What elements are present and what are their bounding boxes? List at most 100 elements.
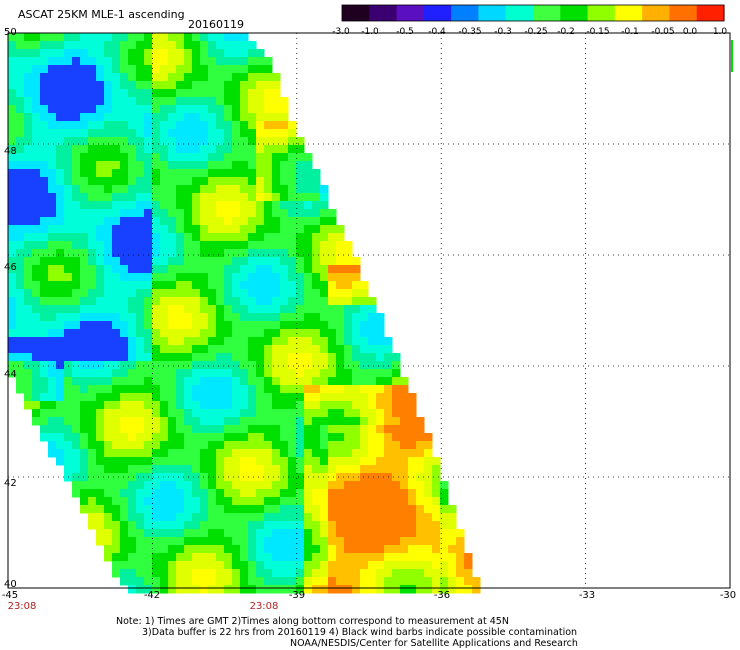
swath-cell <box>376 433 385 442</box>
swath-cell <box>240 473 249 482</box>
swath-cell <box>384 489 393 498</box>
swath-cell <box>352 305 361 314</box>
swath-cell <box>336 297 345 306</box>
swath-cell <box>64 33 73 42</box>
swath-cell <box>288 569 297 578</box>
swath-cell <box>168 529 177 538</box>
swath-cell <box>184 489 193 498</box>
swath-cell <box>144 305 153 314</box>
swath-cell <box>216 257 225 266</box>
swath-cell <box>232 361 241 370</box>
swath-cell <box>40 233 49 242</box>
swath-cell <box>8 225 17 234</box>
swath-cell <box>32 153 41 162</box>
swath-cell <box>256 553 265 562</box>
swath-cell <box>160 577 169 586</box>
swath-cell <box>256 225 265 234</box>
swath-cell <box>376 441 385 450</box>
swath-cell <box>272 497 281 506</box>
swath-cell <box>344 489 353 498</box>
swath-cell <box>376 497 385 506</box>
swath-cell <box>88 425 97 434</box>
swath-cell <box>40 385 49 394</box>
swath-cell <box>88 481 97 490</box>
swath-cell <box>120 289 129 298</box>
swath-cell <box>104 201 113 210</box>
swath-cell <box>208 481 217 490</box>
swath-cell <box>360 577 369 586</box>
swath-cell <box>56 281 65 290</box>
swath-cell <box>392 385 401 394</box>
swath-cell <box>328 481 337 490</box>
swath-cell <box>16 65 25 74</box>
colorbar-label: -0.5 <box>396 27 414 37</box>
swath-cell <box>80 49 89 58</box>
swath-cell <box>40 193 49 202</box>
swath-cell <box>328 489 337 498</box>
swath-cell <box>272 185 281 194</box>
swath-cell <box>304 529 313 538</box>
swath-cell <box>120 49 129 58</box>
swath-cell <box>64 153 73 162</box>
swath-cell <box>384 513 393 522</box>
swath-cell <box>48 129 57 138</box>
swath-cell <box>48 361 57 370</box>
swath-cell <box>16 169 25 178</box>
swath-cell <box>160 473 169 482</box>
swath-cell <box>240 345 249 354</box>
swath-cell <box>232 537 241 546</box>
swath-cell <box>136 361 145 370</box>
swath-cell <box>144 257 153 266</box>
swath-cell <box>432 497 441 506</box>
swath-cell <box>368 529 377 538</box>
swath-cell <box>416 457 425 466</box>
swath-cell <box>120 505 129 514</box>
swath-cell <box>192 241 201 250</box>
swath-cell <box>208 337 217 346</box>
swath-cell <box>88 57 97 66</box>
swath-cell <box>208 321 217 330</box>
swath-cell <box>104 113 113 122</box>
swath-cell <box>56 449 65 458</box>
swath-cell <box>440 497 449 506</box>
swath-cell <box>352 529 361 538</box>
swath-cell <box>16 57 25 66</box>
swath-cell <box>160 385 169 394</box>
swath-cell <box>400 481 409 490</box>
swath-cell <box>184 353 193 362</box>
swath-cell <box>328 321 337 330</box>
swath-cell <box>80 97 89 106</box>
swath-cell <box>144 449 153 458</box>
swath-cell <box>72 177 81 186</box>
swath-cell <box>216 89 225 98</box>
swath-cell <box>216 49 225 58</box>
swath-cell <box>136 553 145 562</box>
swath-cell <box>56 329 65 338</box>
swath-cell <box>144 385 153 394</box>
swath-cell <box>208 49 217 58</box>
swath-cell <box>152 105 161 114</box>
swath-cell <box>112 353 121 362</box>
swath-cell <box>200 361 209 370</box>
swath-cell <box>312 281 321 290</box>
swath-cell <box>216 233 225 242</box>
swath-cell <box>168 393 177 402</box>
swath-cell <box>64 289 73 298</box>
swath-cell <box>384 505 393 514</box>
swath-cell <box>176 537 185 546</box>
swath-cell <box>136 577 145 586</box>
swath-cell <box>280 297 289 306</box>
swath-cell <box>104 137 113 146</box>
swath-cell <box>264 305 273 314</box>
swath-cell <box>88 393 97 402</box>
swath-cell <box>24 41 33 50</box>
swath-cell <box>176 329 185 338</box>
swath-cell <box>224 353 233 362</box>
swath-cell <box>24 193 33 202</box>
swath-cell <box>280 281 289 290</box>
swath-cell <box>112 345 121 354</box>
swath-cell <box>120 273 129 282</box>
swath-cell <box>184 497 193 506</box>
swath-cell <box>168 569 177 578</box>
swath-cell <box>152 193 161 202</box>
